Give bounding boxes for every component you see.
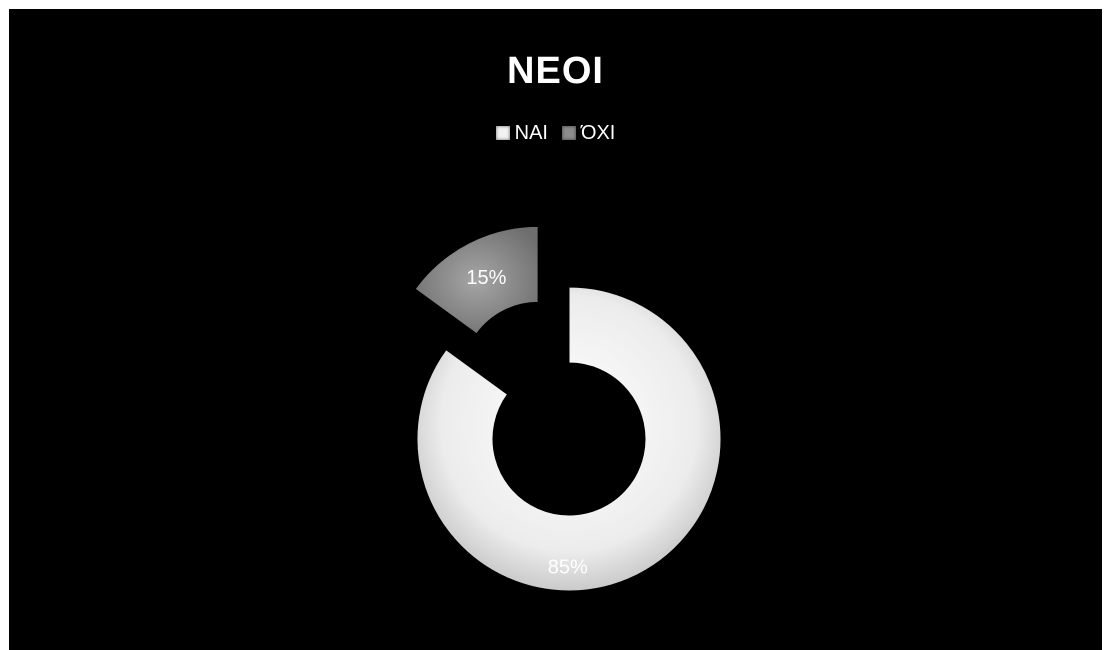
- legend-label-no: ΌΧΙ: [580, 122, 616, 144]
- chart-area: ΝΕΟΙ ΝΑΙ ΌΧΙ 85% 15%: [9, 9, 1102, 650]
- donut-chart: 85% 15%: [414, 225, 722, 592]
- data-label-yes: 85%: [548, 557, 588, 579]
- legend-label-yes: ΝΑΙ: [514, 122, 548, 144]
- slice-yes: [416, 286, 722, 592]
- legend-swatch-no: [561, 126, 576, 140]
- legend-swatch-yes: [495, 126, 510, 140]
- data-label-no: 15%: [466, 267, 506, 289]
- chart-legend: ΝΑΙ ΌΧΙ: [9, 121, 1102, 145]
- slice-no: [414, 225, 539, 335]
- legend-item-yes: ΝΑΙ: [495, 121, 548, 145]
- legend-item-no: ΌΧΙ: [561, 121, 616, 145]
- chart-title: ΝΕΟΙ: [507, 50, 604, 92]
